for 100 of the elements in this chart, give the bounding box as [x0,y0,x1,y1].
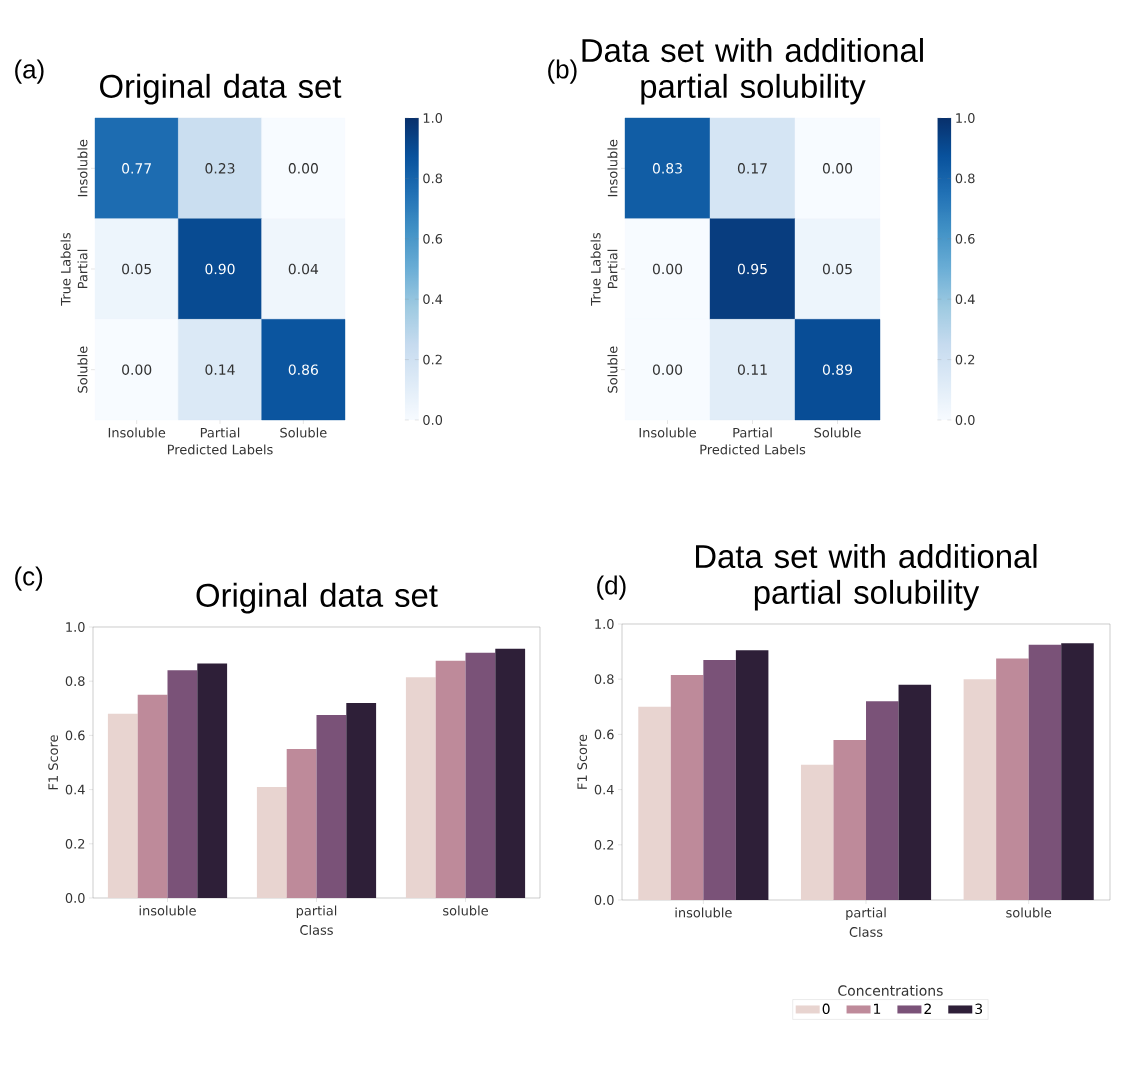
text: (a) [15,59,44,84]
data-label: 0.00 [288,163,318,174]
legend-label: 1 [874,1003,881,1014]
y-tick-label: 0.4 [594,784,614,795]
y-axis-title: F1 Score [48,735,59,790]
bar [107,713,138,898]
data-label: 0.83 [652,163,682,174]
y-tick-label: 0.0 [65,893,85,903]
bar [866,701,899,900]
bar [800,764,834,900]
data-label: 0.05 [122,263,151,275]
bar [898,684,932,900]
y-tick-label: 0.0 [594,895,614,905]
y-tick-label: Insoluble [607,139,618,197]
bar [286,748,317,898]
x-tick-label: partial [846,907,886,921]
bar [197,663,228,898]
x-tick-label: Insoluble [108,427,166,438]
color-bar-label: 1.0 [423,113,443,123]
chart-title: Original data set [196,582,438,614]
x-tick-label: Partial [200,427,240,438]
data-label: 0.14 [205,364,235,375]
data-label: 0.05 [822,263,852,275]
y-tick-label: Partial [607,249,618,289]
x-tick-label: Soluble [280,427,327,438]
bar [1061,643,1094,900]
y-tick-label: 0.2 [594,839,614,850]
bar [963,679,997,900]
color-bar-label: 0.6 [423,233,443,244]
bar [137,694,168,898]
y-tick-label: 0.2 [65,838,85,849]
data-label: 0.23 [205,163,235,174]
bar [167,670,198,898]
chart-title: Data set with additional partial solubility [696,543,1037,611]
x-tick-label: soluble [443,905,488,916]
x-tick-label: insoluble [139,905,196,916]
y-tick-label: Soluble [77,346,88,393]
bar [495,648,526,898]
x-axis-title: Predicted Labels [700,444,806,455]
color-bar-label: 0.2 [955,354,975,365]
data-label: 0.00 [652,263,683,275]
text: (b) [548,59,577,84]
color-bar-label: 0.4 [955,294,975,305]
x-axis-title: Class [300,924,333,935]
x-tick-label: soluble [1006,907,1052,918]
color-bar-label: 0.8 [955,173,975,184]
y-tick-label: 1.0 [66,622,85,632]
bar [346,702,377,898]
bar [405,677,436,898]
y-tick-label: 0.8 [65,676,85,687]
color-bar-label: 0.0 [955,415,975,425]
data-label: 0.00 [122,364,152,375]
bar [256,786,287,898]
data-label: 0.17 [737,163,767,174]
data-label: 0.90 [205,263,235,275]
chart-title: Data set with additional partial solubility [582,37,923,105]
y-tick-label: 0.8 [594,674,614,685]
data-label: 0.00 [822,163,853,174]
x-axis-title: Predicted Labels [167,444,273,455]
legend-label: 2 [924,1003,931,1014]
color-bar-label: 0.8 [423,173,443,184]
x-tick-label: insoluble [675,907,732,918]
color-bar-label: 0.6 [955,233,975,244]
x-tick-label: partial [296,905,337,919]
chart-title: Original data set [100,73,342,105]
y-tick-label: Soluble [607,346,618,393]
bar [735,650,769,900]
y-tick-label: 1.0 [595,619,614,629]
bar [996,658,1029,900]
data-label: 0.04 [288,263,319,275]
bar [638,706,671,900]
bar [833,739,867,900]
text: (c) [15,566,43,591]
legend-label: 0 [822,1003,830,1015]
data-label: 0.89 [822,364,853,375]
y-tick-label: Partial [77,249,88,289]
x-tick-label: Partial [733,427,772,438]
color-bar-label: 0.2 [423,354,442,365]
data-label: 0.11 [737,364,767,375]
y-tick-label: 0.6 [65,730,85,741]
x-tick-label: Soluble [814,427,861,438]
x-tick-label: Insoluble [639,427,696,438]
y-axis-title: True Labels [590,232,601,306]
data-label: 0.86 [288,364,318,375]
y-tick-label: 0.4 [65,784,85,795]
y-tick-label: Insoluble [77,139,88,197]
y-axis-title: F1 Score [577,734,588,789]
y-axis-title: True Labels [60,232,71,306]
data-label: 0.95 [737,263,767,275]
bar [316,715,347,898]
x-axis-title: Class [849,926,883,937]
data-label: 0.77 [122,163,151,174]
color-bar-label: 1.0 [956,113,975,123]
legend-label: 3 [975,1003,983,1015]
color-bar-label: 0.4 [423,294,443,305]
bar [670,675,704,900]
bar [1028,644,1062,900]
bar [465,652,496,898]
data-label: 0.00 [652,364,683,375]
text: (d) [597,575,626,600]
